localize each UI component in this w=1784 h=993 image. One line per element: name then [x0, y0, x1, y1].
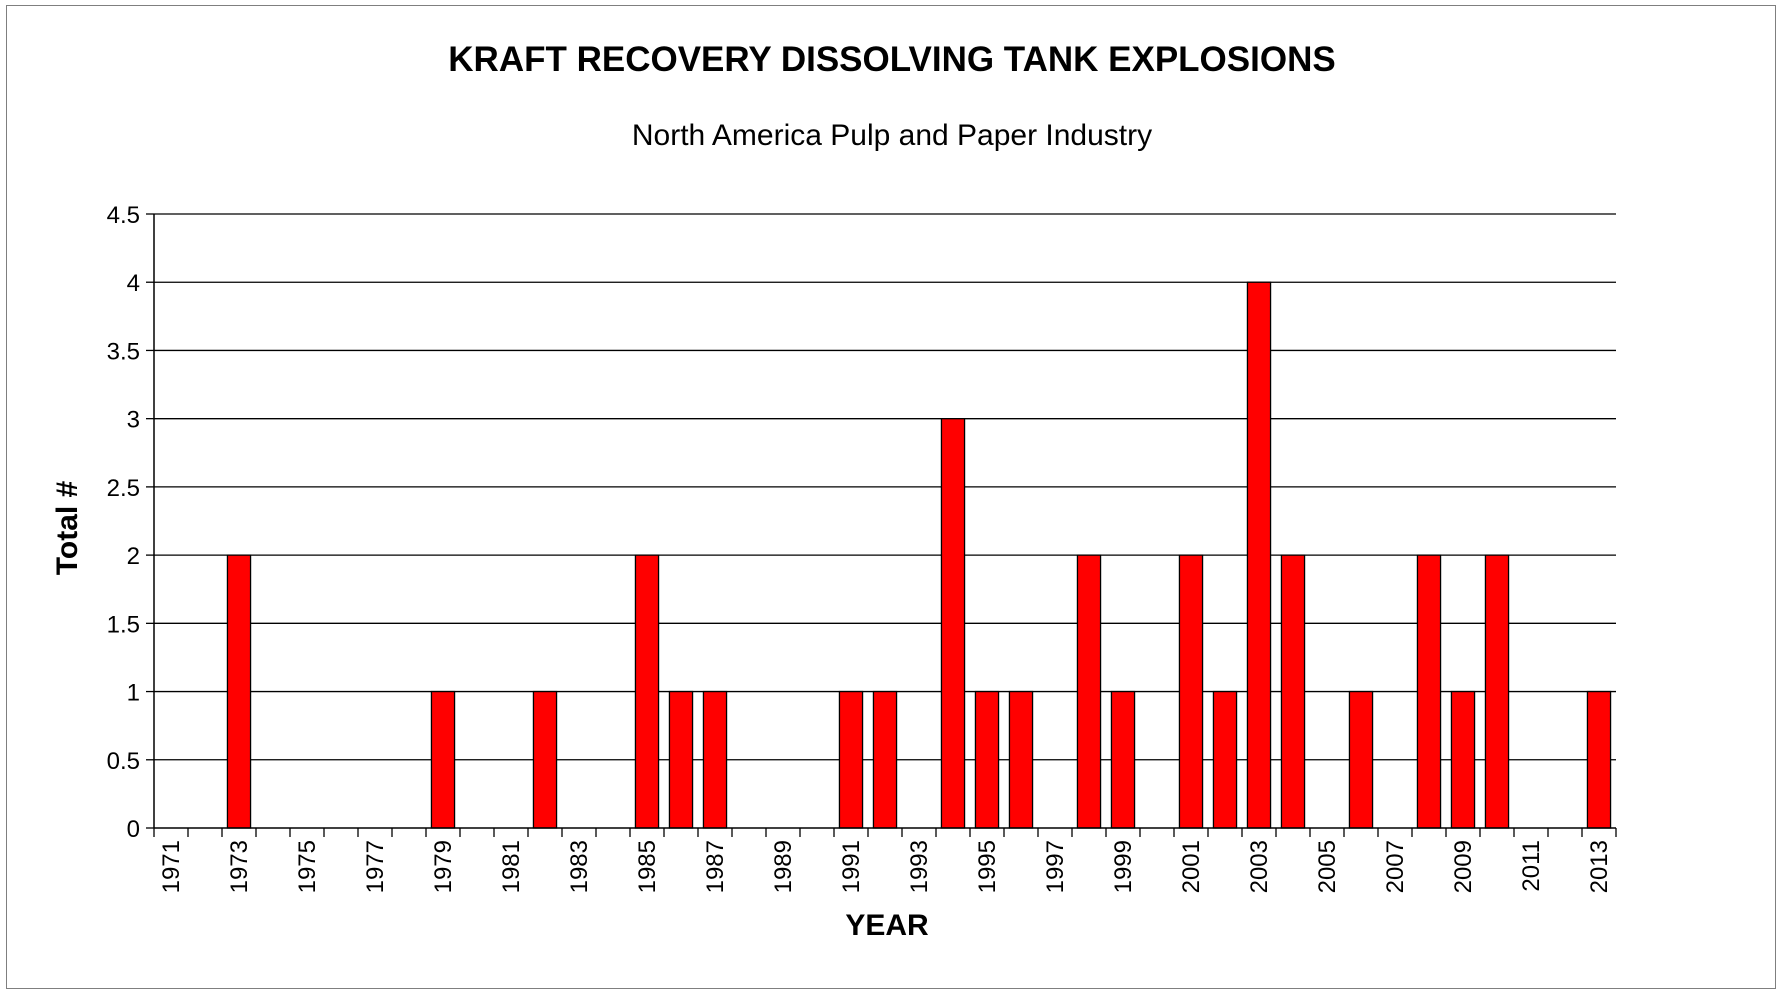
x-tick-label: 1997	[1042, 840, 1069, 893]
x-tick-label: 1975	[294, 840, 321, 893]
y-tick-label: 1	[127, 680, 140, 707]
x-tick-label: 1993	[906, 840, 933, 893]
x-tick-label: 2001	[1178, 840, 1205, 893]
x-tick-label: 1971	[158, 840, 185, 893]
gridlines	[154, 213, 1616, 761]
bar-chart: 00.511.522.533.544.5 1971 1973 1975 1977 197…	[51, 202, 1617, 942]
x-tick-label: 1983	[566, 840, 593, 893]
x-tick-label: 2011	[1518, 840, 1545, 892]
bar-1994	[940, 418, 966, 829]
bar-1982	[532, 690, 558, 829]
bar-2010	[1484, 554, 1510, 829]
x-axis-title: YEAR	[845, 909, 929, 942]
bar-2002	[1212, 690, 1238, 829]
x-tick-label: 1995	[974, 840, 1001, 893]
x-tick-label: 1989	[770, 840, 797, 893]
x-tick-label: 2009	[1450, 840, 1477, 893]
chart-frame: KRAFT RECOVERY DISSOLVING TANK EXPLOSION…	[6, 5, 1776, 989]
y-tick-label: 0	[127, 816, 140, 843]
bar-1979	[430, 690, 456, 829]
bar-1973	[226, 554, 252, 829]
x-tick-label: 2003	[1246, 840, 1273, 893]
bar-1998	[1076, 554, 1102, 829]
y-tick-label: 4.5	[107, 202, 140, 229]
bar-1991	[838, 690, 864, 829]
axes	[146, 213, 1617, 837]
y-tick-label: 2	[127, 543, 140, 570]
x-tick-label: 1985	[634, 840, 661, 893]
chart-title: KRAFT RECOVERY DISSOLVING TANK EXPLOSION…	[448, 40, 1336, 79]
y-tick-label: 3.5	[107, 338, 140, 365]
bar-1999	[1110, 690, 1136, 829]
x-tick-label: 1991	[838, 840, 865, 893]
y-axis-title: Total #	[51, 480, 84, 575]
bar-2008	[1416, 554, 1442, 829]
bar-1995	[974, 690, 1000, 829]
bar-2006	[1348, 690, 1374, 829]
bar-1987	[702, 690, 728, 829]
y-tick-label: 3	[127, 407, 140, 434]
x-tick-label: 1979	[430, 840, 457, 893]
x-tick-labels: 1971 1973 1975 1977 1979 1981 1983 1985 1987 1989…	[158, 840, 1613, 893]
y-tick-label: 1.5	[107, 611, 140, 638]
x-tick-label: 2007	[1382, 840, 1409, 893]
bar-1996	[1008, 690, 1034, 829]
bar-2003	[1246, 281, 1272, 829]
bar-2001	[1178, 554, 1204, 829]
y-tick-label: 0.5	[107, 748, 140, 775]
x-tick-label: 1987	[702, 840, 729, 893]
bar-2009	[1450, 690, 1476, 829]
chart-subtitle: North America Pulp and Paper Industry	[631, 119, 1153, 152]
x-tick-label: 1981	[498, 840, 525, 893]
y-tick-label: 2.5	[107, 475, 140, 502]
x-tick-label: 1973	[226, 840, 253, 893]
y-tick-labels: 0 0.5 1 1.5 2 2.5 3 3.5 4 4.5	[107, 202, 140, 843]
x-tick-label: 2013	[1586, 840, 1613, 893]
bar-2013	[1586, 690, 1612, 829]
bar-1992	[872, 690, 898, 829]
bar-2004	[1280, 554, 1306, 829]
bar-1986	[668, 690, 694, 829]
y-tick-label: 4	[127, 270, 140, 297]
x-tick-label: 2005	[1314, 840, 1341, 893]
bars	[226, 281, 1612, 829]
x-tick-label: 1999	[1110, 840, 1137, 893]
bar-1985	[634, 554, 660, 829]
x-tick-label: 1977	[362, 840, 389, 893]
